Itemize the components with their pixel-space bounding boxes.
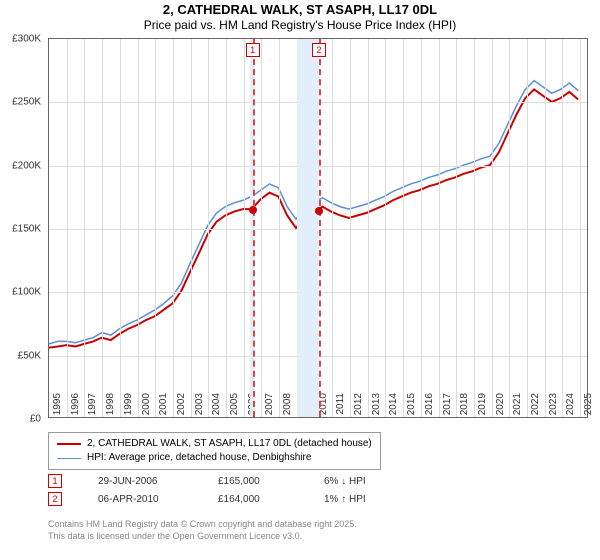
grid-line-v: [279, 39, 280, 417]
chart-title: 2, CATHEDRAL WALK, ST ASAPH, LL17 0DL: [0, 2, 600, 17]
footer-line: Contains HM Land Registry data © Crown c…: [48, 518, 357, 530]
x-axis-label: 1998: [105, 393, 116, 423]
chart-subtitle: Price paid vs. HM Land Registry's House …: [0, 18, 600, 32]
y-axis-label: £0: [0, 414, 41, 425]
grid-line-v: [332, 39, 333, 417]
x-axis-label: 2001: [158, 393, 169, 423]
grid-line-v: [67, 39, 68, 417]
y-axis-label: £300K: [0, 34, 41, 45]
grid-line-v: [226, 39, 227, 417]
event-date: 06-APR-2010: [98, 494, 182, 505]
x-axis-label: 2000: [141, 393, 152, 423]
x-axis-label: 2023: [548, 393, 559, 423]
event-line: [319, 39, 321, 417]
event-number-badge: 2: [48, 492, 62, 506]
legend-row: HPI: Average price, detached house, Denb…: [57, 451, 372, 465]
chart-legend: 2, CATHEDRAL WALK, ST ASAPH, LL17 0DL (d…: [48, 432, 381, 470]
x-axis-label: 2020: [495, 393, 506, 423]
grid-line-v: [368, 39, 369, 417]
grid-line-v: [527, 39, 528, 417]
y-axis-label: £250K: [0, 97, 41, 108]
price-paid-dot: [249, 206, 257, 214]
grid-line-v: [350, 39, 351, 417]
grid-line-v: [456, 39, 457, 417]
event-marker: 2: [312, 43, 326, 57]
event-price: £165,000: [218, 476, 288, 487]
grid-line-v: [173, 39, 174, 417]
y-axis-label: £150K: [0, 224, 41, 235]
event-pct: 6% ↓ HPI: [324, 476, 414, 487]
x-axis-label: 2022: [530, 393, 541, 423]
x-axis-label: 2008: [282, 393, 293, 423]
grid-line-v: [208, 39, 209, 417]
event-price: £164,000: [218, 494, 288, 505]
legend-swatch-hpi: [57, 458, 81, 459]
grid-line-v: [102, 39, 103, 417]
price-paid-dot: [315, 207, 323, 215]
chart-title-block: 2, CATHEDRAL WALK, ST ASAPH, LL17 0DL Pr…: [0, 0, 600, 32]
event-band: [297, 39, 319, 417]
x-axis-label: 2011: [335, 393, 346, 423]
x-axis-label: 2002: [176, 393, 187, 423]
x-axis-label: 2024: [565, 393, 576, 423]
grid-line-v: [421, 39, 422, 417]
x-axis-label: 2017: [442, 393, 453, 423]
x-axis-label: 2012: [353, 393, 364, 423]
legend-swatch-main: [57, 443, 81, 445]
legend-row: 2, CATHEDRAL WALK, ST ASAPH, LL17 0DL (d…: [57, 437, 372, 451]
grid-line-v: [562, 39, 563, 417]
grid-line-v: [120, 39, 121, 417]
x-axis-label: 1995: [52, 393, 63, 423]
event-pct: 1% ↑ HPI: [324, 494, 414, 505]
x-axis-label: 2013: [371, 393, 382, 423]
event-number-badge: 1: [48, 474, 62, 488]
x-axis-label: 2016: [424, 393, 435, 423]
x-axis-label: 2014: [388, 393, 399, 423]
grid-line-v: [492, 39, 493, 417]
y-axis-label: £200K: [0, 160, 41, 171]
grid-line-v: [261, 39, 262, 417]
event-marker: 1: [246, 43, 260, 57]
event-table: 1 29-JUN-2006 £165,000 6% ↓ HPI 2 06-APR…: [48, 474, 414, 510]
grid-line-v: [385, 39, 386, 417]
y-axis-label: £100K: [0, 287, 41, 298]
grid-line-v: [545, 39, 546, 417]
x-axis-label: 2015: [406, 393, 417, 423]
event-table-row: 2 06-APR-2010 £164,000 1% ↑ HPI: [48, 492, 414, 506]
event-date: 29-JUN-2006: [98, 476, 182, 487]
x-axis-label: 1999: [123, 393, 134, 423]
legend-label-main: 2, CATHEDRAL WALK, ST ASAPH, LL17 0DL (d…: [87, 437, 372, 451]
grid-line-v: [84, 39, 85, 417]
x-axis-label: 2005: [229, 393, 240, 423]
footer-line: This data is licensed under the Open Gov…: [48, 530, 357, 542]
chart-plot-area: £0£50K£100K£150K£200K£250K£300K199519961…: [48, 38, 588, 418]
grid-line-v: [138, 39, 139, 417]
event-line: [253, 39, 255, 417]
x-axis-label: 2018: [459, 393, 470, 423]
legend-label-hpi: HPI: Average price, detached house, Denb…: [87, 451, 311, 465]
grid-line-v: [580, 39, 581, 417]
grid-line-v: [244, 39, 245, 417]
x-axis-label: 2021: [512, 393, 523, 423]
grid-line-v: [474, 39, 475, 417]
y-axis-label: £50K: [0, 350, 41, 361]
event-table-row: 1 29-JUN-2006 £165,000 6% ↓ HPI: [48, 474, 414, 488]
x-axis-label: 2019: [477, 393, 488, 423]
x-axis-label: 2003: [194, 393, 205, 423]
x-axis-label: 1997: [87, 393, 98, 423]
x-axis-label: 2007: [264, 393, 275, 423]
footer-attribution: Contains HM Land Registry data © Crown c…: [48, 518, 357, 542]
grid-line-v: [509, 39, 510, 417]
grid-line-v: [403, 39, 404, 417]
x-axis-label: 1996: [70, 393, 81, 423]
x-axis-label: 2025: [583, 393, 594, 423]
grid-line-v: [439, 39, 440, 417]
grid-line-v: [155, 39, 156, 417]
x-axis-label: 2004: [211, 393, 222, 423]
grid-line-v: [191, 39, 192, 417]
